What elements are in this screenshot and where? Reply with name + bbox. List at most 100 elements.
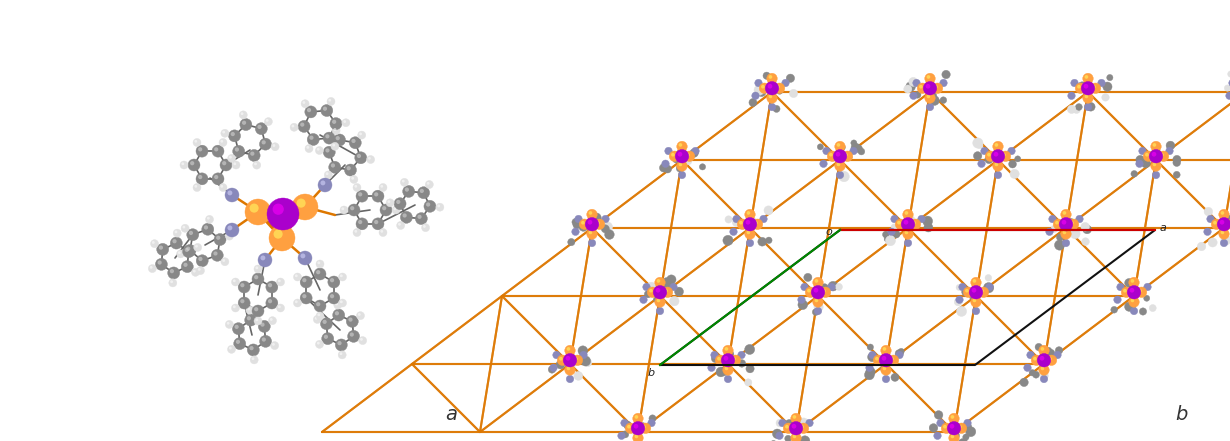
Circle shape	[883, 347, 887, 351]
Circle shape	[298, 120, 310, 132]
Circle shape	[549, 366, 556, 373]
Circle shape	[1153, 163, 1156, 166]
Circle shape	[973, 279, 977, 283]
Circle shape	[590, 213, 601, 223]
Circle shape	[813, 297, 823, 307]
Circle shape	[769, 75, 772, 79]
Circle shape	[367, 156, 375, 164]
Circle shape	[1082, 73, 1093, 84]
Circle shape	[197, 255, 208, 267]
Circle shape	[332, 127, 341, 135]
Circle shape	[879, 354, 893, 367]
Circle shape	[839, 171, 849, 182]
Circle shape	[640, 296, 647, 303]
Circle shape	[359, 132, 362, 135]
Circle shape	[1086, 102, 1095, 111]
Circle shape	[888, 355, 899, 366]
Circle shape	[294, 273, 301, 281]
Circle shape	[306, 146, 309, 149]
Circle shape	[760, 215, 768, 223]
Circle shape	[1070, 221, 1074, 224]
Circle shape	[252, 305, 264, 317]
Circle shape	[1143, 151, 1154, 161]
Circle shape	[273, 144, 276, 147]
Circle shape	[747, 231, 750, 234]
Circle shape	[156, 243, 169, 255]
Circle shape	[252, 357, 255, 360]
Circle shape	[843, 151, 852, 161]
Circle shape	[800, 425, 803, 429]
Circle shape	[812, 285, 825, 299]
Circle shape	[726, 350, 734, 358]
Circle shape	[1068, 219, 1079, 229]
Circle shape	[1081, 238, 1090, 246]
Circle shape	[352, 139, 355, 143]
Circle shape	[792, 424, 796, 429]
Circle shape	[732, 219, 740, 226]
Circle shape	[1041, 372, 1048, 380]
Circle shape	[654, 277, 665, 288]
Circle shape	[229, 347, 231, 350]
Circle shape	[676, 164, 684, 172]
Circle shape	[1207, 215, 1214, 223]
Circle shape	[255, 265, 262, 273]
Circle shape	[422, 224, 429, 232]
Circle shape	[678, 171, 686, 179]
Circle shape	[1225, 215, 1230, 223]
Circle shape	[1039, 365, 1049, 375]
Circle shape	[268, 283, 272, 287]
Circle shape	[1153, 156, 1159, 162]
Circle shape	[1047, 355, 1057, 366]
Circle shape	[1063, 239, 1070, 247]
Circle shape	[292, 125, 294, 127]
Circle shape	[328, 292, 339, 304]
Circle shape	[883, 366, 887, 370]
Circle shape	[178, 251, 181, 254]
Circle shape	[898, 348, 904, 355]
Circle shape	[193, 243, 202, 251]
Circle shape	[212, 145, 224, 157]
Circle shape	[1229, 79, 1230, 87]
Circle shape	[941, 423, 952, 434]
Circle shape	[351, 206, 354, 210]
Circle shape	[235, 325, 239, 329]
Circle shape	[1063, 231, 1066, 234]
Circle shape	[654, 297, 665, 307]
Circle shape	[292, 194, 319, 220]
Circle shape	[943, 425, 947, 429]
Circle shape	[740, 221, 747, 228]
Circle shape	[319, 178, 332, 192]
Circle shape	[817, 144, 823, 150]
Circle shape	[1009, 160, 1016, 168]
Circle shape	[232, 306, 236, 308]
Circle shape	[1059, 217, 1073, 231]
Circle shape	[1010, 169, 1020, 179]
Circle shape	[214, 234, 226, 246]
Circle shape	[316, 260, 323, 268]
Circle shape	[325, 171, 332, 179]
Circle shape	[336, 339, 347, 351]
Circle shape	[316, 302, 320, 306]
Circle shape	[226, 233, 230, 236]
Circle shape	[239, 297, 250, 309]
Circle shape	[814, 279, 818, 283]
Circle shape	[905, 215, 915, 224]
Circle shape	[829, 153, 833, 157]
Circle shape	[1166, 147, 1173, 155]
Circle shape	[342, 119, 349, 127]
Circle shape	[181, 224, 189, 232]
Circle shape	[354, 185, 357, 188]
Circle shape	[1219, 229, 1229, 239]
Circle shape	[969, 293, 977, 300]
Circle shape	[948, 413, 959, 424]
Circle shape	[332, 120, 336, 124]
Circle shape	[850, 147, 857, 155]
Circle shape	[985, 155, 993, 164]
Circle shape	[903, 209, 913, 220]
Circle shape	[674, 287, 684, 296]
Circle shape	[198, 268, 200, 271]
Circle shape	[191, 161, 194, 165]
Circle shape	[1173, 159, 1181, 166]
Circle shape	[169, 279, 177, 287]
Circle shape	[183, 263, 188, 267]
